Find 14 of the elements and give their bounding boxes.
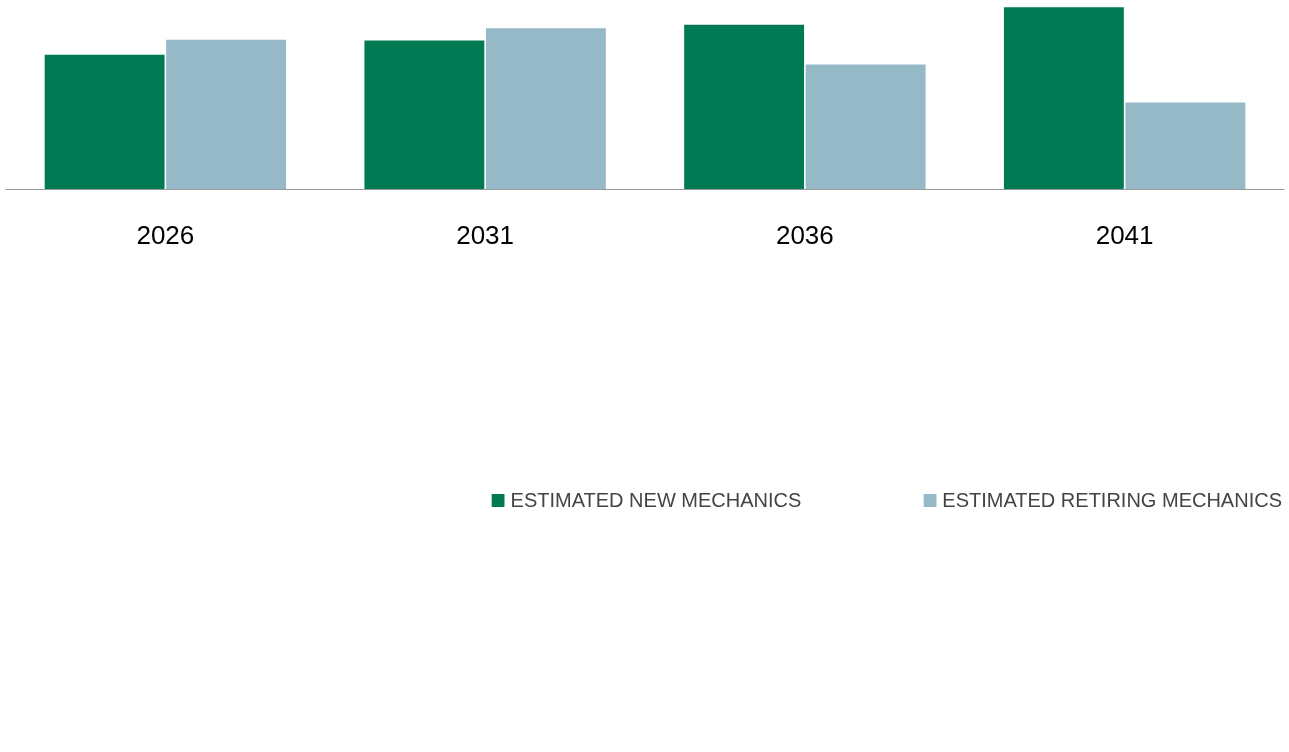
bar	[166, 39, 287, 190]
bar	[684, 24, 805, 190]
x-tick-label: 2026	[136, 219, 195, 250]
x-tick-label: 2031	[456, 219, 515, 250]
legend-label: ESTIMATED RETIRING MECHANICS	[942, 488, 1282, 512]
bar	[1003, 7, 1124, 190]
x-tick-label: 2036	[775, 219, 834, 250]
bar	[44, 54, 165, 190]
x-tick-label: 2041	[1095, 219, 1154, 250]
bar	[485, 28, 606, 190]
bar	[364, 40, 485, 190]
bar	[1125, 102, 1246, 190]
legend-label: ESTIMATED NEW MECHANICS	[510, 488, 802, 512]
bar	[805, 64, 926, 190]
